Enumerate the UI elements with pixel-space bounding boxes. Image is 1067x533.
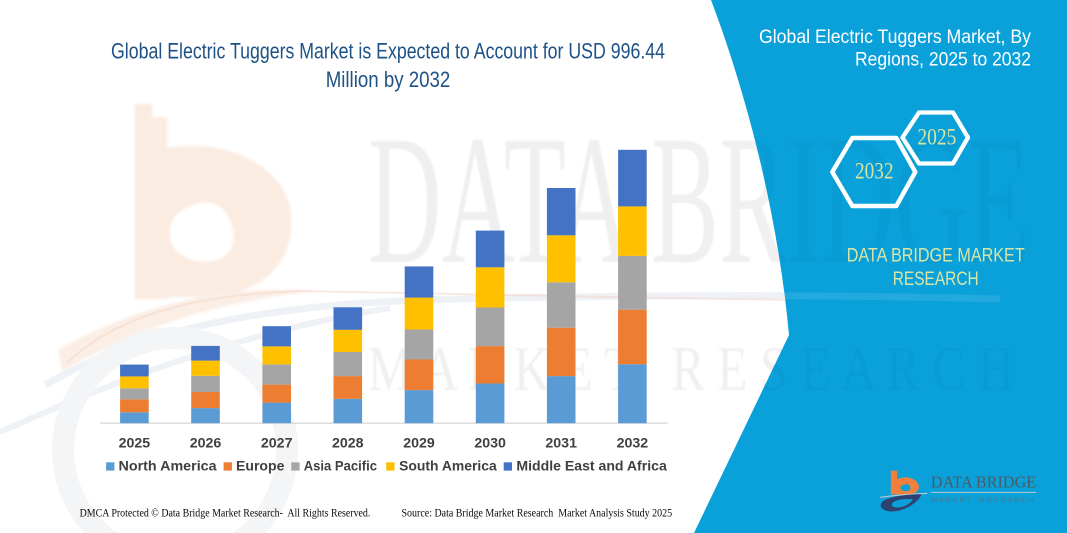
svg-text:DATA BRIDGE MARKET: DATA BRIDGE MARKET bbox=[847, 246, 1025, 267]
svg-text:Global Electric Tuggers Market: Global Electric Tuggers Market, By bbox=[759, 26, 1031, 48]
svg-text:2028: 2028 bbox=[332, 436, 364, 452]
svg-text:2032: 2032 bbox=[617, 436, 649, 452]
svg-text:DATA BRIDGE: DATA BRIDGE bbox=[931, 473, 1036, 492]
svg-text:M A R K E T R E S E A R C H: M A R K E T R E S E A R C H bbox=[931, 497, 1034, 504]
svg-text:2027: 2027 bbox=[261, 436, 293, 452]
svg-text:2029: 2029 bbox=[403, 436, 435, 452]
svg-text:Middle East and Africa: Middle East and Africa bbox=[516, 459, 667, 474]
svg-text:Million by 2032: Million by 2032 bbox=[326, 67, 451, 92]
svg-text:South America: South America bbox=[399, 459, 497, 474]
svg-text:2026: 2026 bbox=[190, 436, 222, 452]
svg-text:2030: 2030 bbox=[474, 436, 506, 452]
svg-text:RESEARCH: RESEARCH bbox=[893, 269, 979, 290]
svg-text:North America: North America bbox=[119, 459, 218, 474]
svg-text:Global Electric Tuggers Market: Global Electric Tuggers Market is Expect… bbox=[111, 38, 665, 63]
svg-text:2025: 2025 bbox=[119, 436, 151, 452]
svg-text:Source: Data Bridge Market Res: Source: Data Bridge Market Research Mark… bbox=[402, 508, 673, 520]
svg-text:Regions, 2025 to 2032: Regions, 2025 to 2032 bbox=[855, 48, 1031, 70]
svg-text:Europe: Europe bbox=[236, 459, 285, 474]
svg-text:2025: 2025 bbox=[917, 124, 956, 149]
svg-text:2031: 2031 bbox=[545, 436, 577, 452]
svg-text:2032: 2032 bbox=[855, 158, 894, 183]
svg-text:Asia Pacific: Asia Pacific bbox=[304, 459, 378, 474]
svg-text:DMCA Protected © Data Bridge M: DMCA Protected © Data Bridge Market Rese… bbox=[80, 508, 371, 520]
